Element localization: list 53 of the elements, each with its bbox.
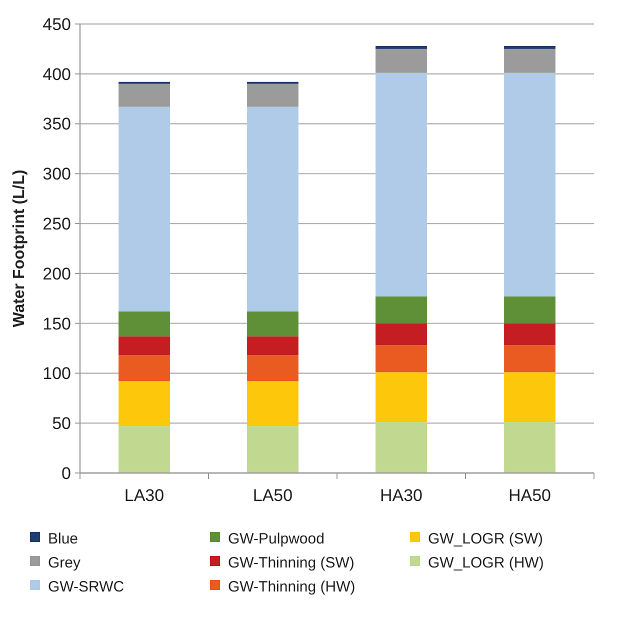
legend-label: GW_LOGR (HW) [428, 554, 544, 572]
bar [376, 422, 427, 473]
y-tick-label: 150 [42, 314, 71, 334]
bar [376, 72, 427, 296]
bar [504, 48, 556, 73]
bar [504, 296, 556, 324]
y-tick-label: 350 [42, 114, 71, 134]
bar [376, 323, 427, 346]
bar [247, 355, 298, 382]
x-tick-label: HA50 [508, 486, 552, 505]
bar [118, 381, 170, 426]
y-tick-label: 450 [42, 14, 71, 34]
bar [247, 84, 298, 107]
x-tick-label: HA30 [380, 486, 423, 505]
y-tick-label: 100 [42, 364, 71, 384]
x-tick-label: LA30 [124, 486, 164, 505]
x-tick-label: LA50 [252, 486, 293, 505]
bar [504, 372, 556, 422]
bar [504, 422, 556, 473]
y-tick-label: 0 [62, 464, 71, 483]
bar [504, 72, 556, 296]
bar [376, 48, 427, 73]
bar [118, 355, 170, 382]
legend-label: GW_LOGR (SW) [428, 530, 543, 548]
legend-label: Grey [48, 554, 82, 572]
y-tick-label: 300 [42, 164, 71, 184]
y-tick-label: 50 [52, 414, 71, 434]
bar [504, 345, 556, 372]
legend-label: GW-Pulpwood [228, 530, 324, 548]
bar [247, 311, 298, 336]
bar [504, 323, 556, 346]
y-tick-label: 250 [42, 214, 71, 234]
bar [247, 336, 298, 356]
bar [376, 296, 427, 324]
bar [118, 336, 170, 356]
bar [247, 426, 298, 473]
bar [118, 84, 170, 107]
bar [118, 426, 170, 473]
legend-label: Blue [48, 530, 78, 548]
y-tick-label: 400 [42, 64, 71, 84]
bar [247, 106, 298, 312]
bar [247, 381, 298, 426]
y-axis-title: Water Footprint (L/L) [11, 170, 28, 328]
bar [376, 46, 427, 49]
bar [376, 372, 427, 422]
legend-label: GW-Thinning (SW) [228, 554, 354, 572]
bar [118, 311, 170, 336]
bar [376, 345, 427, 372]
legend-label: GW-SRWC [48, 578, 124, 596]
bar [504, 46, 556, 49]
bar [118, 106, 170, 312]
legend-label: GW-Thinning (HW) [228, 578, 356, 596]
y-tick-label: 200 [42, 264, 71, 284]
